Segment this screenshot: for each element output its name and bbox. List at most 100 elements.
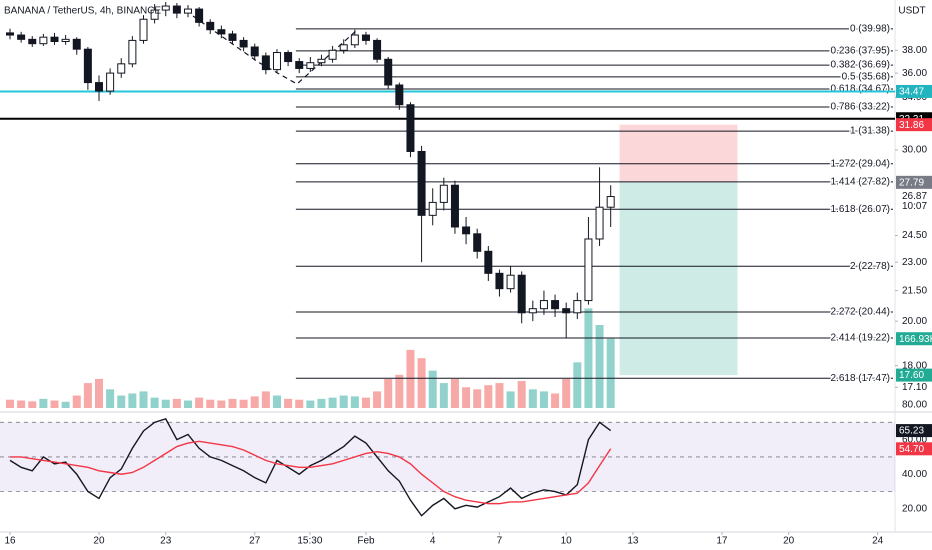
y-tick-label: 23.00 [902, 257, 927, 268]
volume-bar [183, 400, 192, 408]
candle-body [484, 250, 493, 274]
volume-bar [528, 389, 537, 408]
candle-body [506, 274, 515, 290]
volume-bar [306, 400, 315, 408]
volume-bar [595, 325, 604, 408]
y-tick-label: 18.00 [902, 360, 927, 371]
volume-bar [584, 308, 593, 408]
candle-body [228, 33, 237, 41]
volume-bar [517, 381, 526, 408]
volume-bar [117, 395, 126, 408]
rsi-line [9, 418, 612, 517]
candle-body [428, 201, 437, 216]
x-tick-label: 20 [783, 536, 795, 547]
volume-bar [395, 374, 404, 408]
y-tick-label: 17.10 [902, 382, 927, 393]
candle-body [439, 184, 448, 203]
candle-body [417, 150, 426, 216]
x-tick-label: 4 [430, 536, 436, 547]
volume-bar [295, 399, 304, 408]
volume-bar [328, 397, 337, 408]
candle-body [183, 8, 192, 14]
volume-bar [239, 399, 248, 408]
candle-body [195, 8, 204, 23]
volume-bar [350, 396, 359, 408]
price-badge [896, 368, 932, 382]
candle-body [495, 272, 504, 290]
candle-body [306, 62, 315, 69]
volume-bar [161, 399, 170, 408]
rsi-badge [896, 424, 932, 438]
rsi-line [10, 440, 612, 505]
fib-label: 1.414 (27.82) [831, 177, 891, 188]
candle-body [217, 29, 226, 35]
volume-bar [562, 378, 571, 408]
price-badge-label: 27.79 [899, 177, 924, 188]
volume-bar [406, 349, 415, 408]
candle-body [261, 55, 270, 71]
candle-body [206, 21, 215, 31]
candle-body [61, 38, 70, 43]
y-tick-label: 30.00 [902, 145, 927, 156]
volume-bar [139, 391, 148, 408]
fib-label: 1.272 (29.04) [831, 158, 891, 169]
candle-body [72, 38, 81, 50]
countdown: 10:07 [902, 201, 927, 212]
candle-body [473, 233, 482, 252]
volume-bar [317, 398, 326, 408]
price-badge [896, 332, 932, 346]
candle-body [272, 52, 281, 71]
volume-bar [72, 395, 81, 408]
fib-label: 2 (22.78) [850, 261, 890, 272]
candle-body [595, 206, 604, 240]
candle-body [250, 46, 259, 57]
volume-bar [539, 391, 548, 408]
x-tick-label: 17 [716, 536, 728, 547]
candle-body [350, 34, 359, 46]
fib-label: 2.414 (19.22) [831, 333, 891, 344]
target-zone [619, 182, 738, 376]
volume-bar [339, 395, 348, 408]
price-badge-label: 31.86 [899, 120, 924, 131]
candle-body [83, 48, 92, 84]
candle-body [450, 184, 459, 228]
y-tick-label: 21.50 [902, 285, 927, 296]
candle-body [361, 34, 370, 41]
price-badge-label: 34.47 [899, 87, 924, 98]
candle-body [150, 9, 159, 20]
fib-label: 0.786 (33.22) [831, 102, 891, 113]
x-tick-label: 24 [872, 536, 884, 547]
volume-bar [373, 391, 382, 408]
candle-body [239, 39, 248, 48]
volume-bar [106, 389, 115, 408]
volume-bar [28, 401, 37, 408]
volume-bar [417, 358, 426, 408]
candle-body [17, 34, 26, 40]
volume-bar [606, 338, 615, 408]
volume-bar [228, 398, 237, 408]
volume-bar [495, 383, 504, 408]
candle-body [562, 308, 571, 314]
y-tick-label: 38.00 [902, 45, 927, 56]
volume-bar [428, 370, 437, 408]
volume-bar [473, 389, 482, 408]
candle-body [339, 44, 348, 51]
fib-label: 2.272 (20.44) [831, 307, 891, 318]
candle-body [128, 39, 137, 65]
volume-bar [150, 397, 159, 408]
candle-body [117, 63, 126, 74]
candle-body [28, 38, 37, 45]
volume-bar [195, 397, 204, 408]
rsi-tick-label: 60.00 [902, 434, 927, 445]
x-tick-label: 13 [627, 536, 639, 547]
rsi-badge [896, 442, 932, 456]
candle-body [39, 36, 48, 45]
candle-body [50, 36, 59, 43]
volume-bar [450, 378, 459, 408]
candle-body [395, 84, 404, 106]
candle-body [172, 5, 181, 14]
candle-body [6, 32, 15, 36]
candle-body [584, 238, 593, 302]
volume-bar [261, 391, 270, 408]
